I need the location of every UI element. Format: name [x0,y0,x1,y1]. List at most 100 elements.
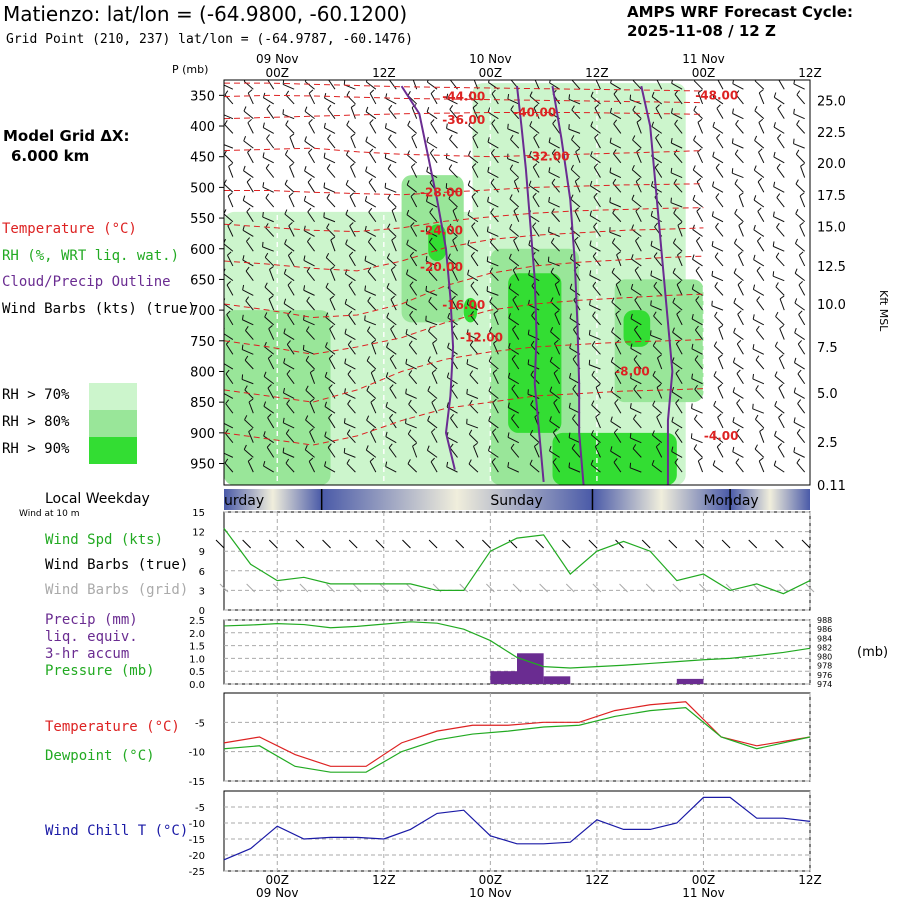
wind-barb-flag [590,151,593,157]
wind-barb [712,126,724,134]
wind-barb-flag [431,369,437,374]
wind-barb-flag [715,193,720,198]
dewpoint-line [223,707,811,773]
wind-barb-flag [797,340,803,345]
wind-barb [329,328,336,340]
weekday-name: urday [224,493,264,509]
wind-barb-flag [222,447,223,452]
isotherm-line [224,388,704,446]
wind-barb [591,434,601,444]
isotherm-line [224,94,704,104]
wind-barb [224,462,234,473]
wind-barb-flag [754,444,758,450]
wind-barb-flag [752,403,754,409]
legend-wind-barbs-grid: Wind Barbs (grid) [45,582,189,598]
wind-barb [466,333,479,341]
pressure-axis-unit: (mb) [857,645,888,660]
isotherm-line [224,227,704,272]
day-segment [592,489,731,510]
wind-barb-flag [654,163,659,168]
wind-chill-chart: -25-20-15-10-5 [189,790,811,878]
wind-barb-flag [735,119,739,125]
wind-barb-flag [631,164,635,170]
wind-barb-flag [469,399,473,405]
forecast-cycle-label: AMPS WRF Forecast Cycle: [627,3,853,21]
wind-barb [283,422,295,429]
wind-barb-flag [696,207,701,212]
wind-barb-flag [511,414,515,419]
wind-barb-flag [263,371,267,377]
wind-barb-flag [242,255,245,261]
wind-barb [594,137,601,149]
pressure-line [223,621,811,669]
wind-barb-flag [309,428,314,433]
wind-barb-flag [568,402,571,408]
wind-barb-flag [302,344,305,350]
wind-barb [324,127,336,134]
wind-barb-flag [493,310,499,315]
wind-barb-flag [694,414,698,420]
wind-barb [593,196,601,208]
wind-barb [473,446,479,458]
wind-barb [697,151,704,164]
wind-barb [636,122,642,134]
wind-barb [737,314,744,326]
surface-wind-barb [561,539,571,549]
wind-barb [653,315,663,326]
bottom-date-label: 10 Nov [469,886,512,900]
wind-barb [306,330,315,340]
wind-barb-flag [267,354,273,359]
wind-barb-flag [345,209,349,215]
wind-barb [369,93,377,105]
wind-barb-flag [650,300,652,306]
wind-barb-flag [283,328,286,334]
wind-barb [713,405,724,414]
wind-barb-flag [241,314,244,320]
wind-barb-flag [222,79,223,84]
wind-barb-flag [285,458,290,464]
wind-barb-flag [633,384,638,390]
wind-barb-flag [245,266,250,272]
wind-barb [612,153,622,164]
wind-barb [777,108,785,119]
wind-barb [650,275,662,282]
wind-barb-flag [794,238,798,244]
wind-barb [671,82,683,90]
wind-barb-flag [446,402,449,408]
wind-barb [732,142,744,149]
wind-barb-flag [716,104,721,109]
wind-barb-flag [594,133,599,138]
precip-bar [490,671,517,684]
grid-wind-barb [379,583,389,593]
wind-barb [794,302,805,311]
wind-barb-flag [347,399,351,405]
wind-barb [734,153,744,164]
wind-barb [755,359,765,370]
wind-barb-flag [653,281,658,287]
wind-barb [428,271,438,281]
wind-barb [405,393,417,399]
wind-barb-flag [473,75,477,78]
wind-barb-flag [636,148,641,153]
wind-barb-flag [366,415,370,421]
wind-barb [718,328,724,340]
wind-barb-flag [615,310,620,315]
wind-barb-flag [285,429,290,434]
wind-barb-flag [731,138,734,144]
wind-barb [387,168,397,178]
wind-barb-flag [510,443,515,449]
wind-barb [309,431,316,443]
wind-barb-flag [427,356,431,362]
wind-barb-flag [451,295,456,300]
wind-barb [650,215,662,223]
wind-barb [590,125,601,134]
surface-wind-barb [482,539,491,549]
grid-wind-barb [246,583,255,593]
top-date-label: 10 Nov [469,52,512,66]
wind-barb-flag [773,460,777,466]
wind-barb-flag [470,281,475,286]
wind-barb-flag [245,296,250,302]
wind-barb [350,136,356,149]
wind-barb-flag [612,178,617,184]
wind-barb-flag [793,417,796,423]
